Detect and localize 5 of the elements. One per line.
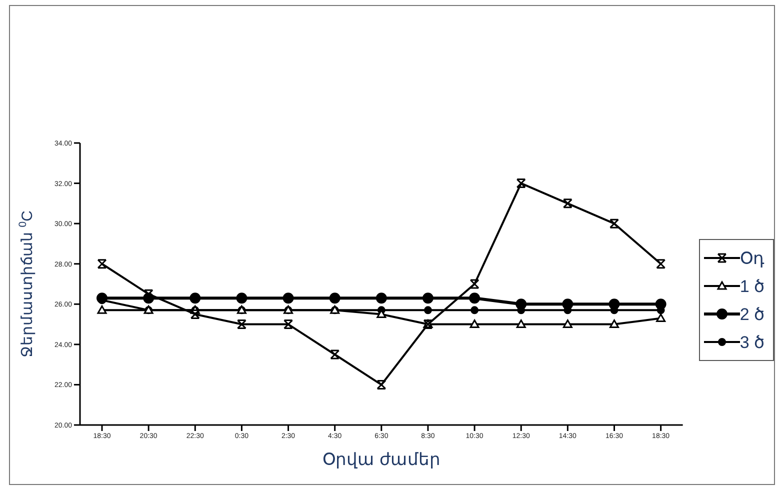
legend-label: 1 ծ	[740, 276, 765, 296]
x-axis-title: Օրվա ժամեր	[322, 450, 440, 469]
legend-label: Օդ	[740, 248, 764, 268]
legend-label: 2 ծ	[740, 304, 765, 324]
legend-label: 3 ծ	[740, 332, 765, 352]
